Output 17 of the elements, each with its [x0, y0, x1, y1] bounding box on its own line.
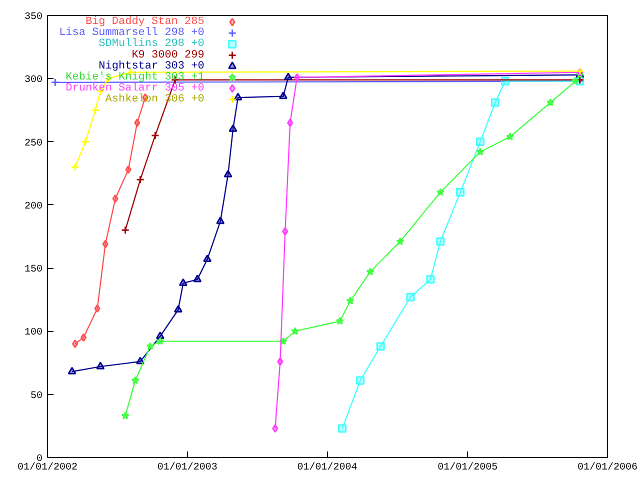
- y-tick-label: 50: [30, 390, 43, 402]
- y-tick-label: 300: [24, 75, 43, 86]
- x-tick-label: 01/01/2006: [577, 462, 638, 474]
- y-tick-label: 250: [24, 138, 43, 150]
- x-tick-label: 01/01/2003: [157, 462, 218, 474]
- x-tick-label: 01/01/2002: [17, 462, 78, 474]
- y-tick-label: 150: [24, 264, 43, 276]
- x-tick-label: 01/01/2005: [438, 462, 498, 474]
- legend-label: Nightstar 303 +0: [98, 60, 204, 72]
- legend-label: SDMullins 298 +0: [98, 38, 204, 50]
- x-tick-label: 01/01/2004: [297, 462, 358, 474]
- y-tick-label: 100: [24, 328, 43, 339]
- y-tick-label: 350: [24, 12, 43, 23]
- y-tick-label: 200: [24, 201, 43, 212]
- legend-label: Big Daddy Stan 285: [85, 16, 204, 28]
- legend-label: K9 3000 299: [132, 49, 204, 62]
- legend-label: Lisa Summarsell 298 +0: [59, 27, 204, 40]
